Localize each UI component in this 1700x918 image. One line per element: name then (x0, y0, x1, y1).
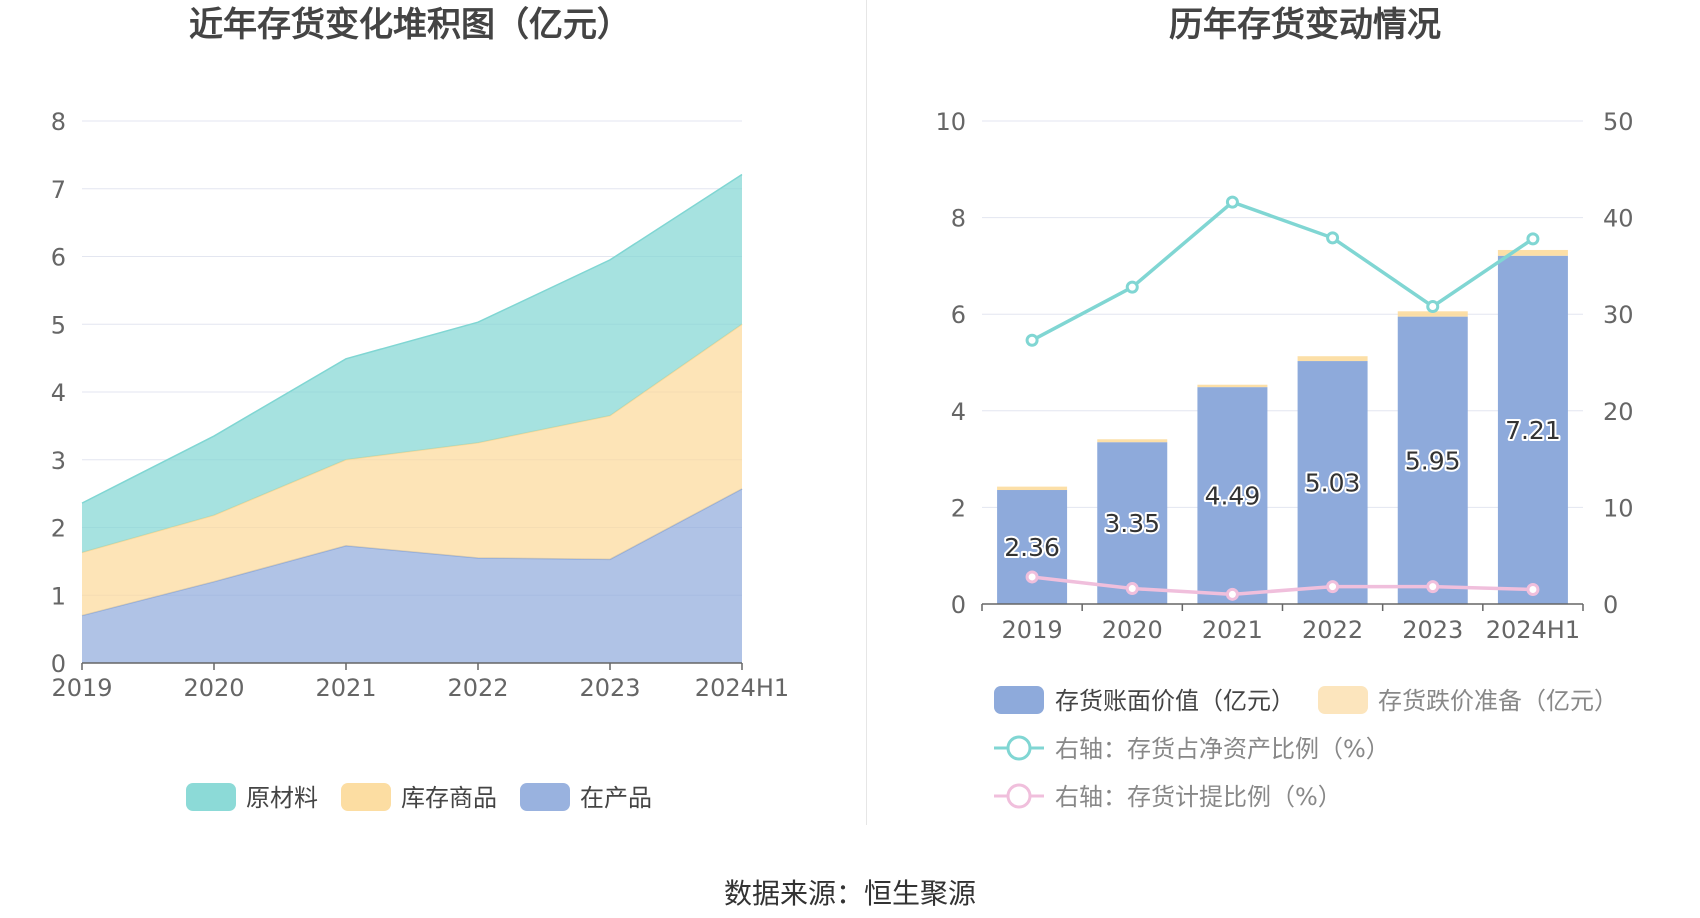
right-legend-label-line-0: 右轴：存货占净资产比例（%） (1055, 735, 1390, 763)
left-x-tick-label: 2024H1 (695, 674, 789, 702)
right-right-y-tick-label: 50 (1603, 108, 1634, 136)
bar-data-label: 3.35 (1104, 509, 1160, 538)
line-point-1 (1125, 582, 1139, 596)
left-y-tick-label: 7 (51, 176, 66, 204)
line-point-0 (1526, 232, 1540, 246)
right-right-y-tick-label: 0 (1603, 591, 1618, 619)
left-y-tick-label: 3 (51, 447, 66, 475)
line-point-1 (1025, 570, 1039, 584)
area-series-1 (82, 324, 742, 616)
left-legend-swatch-0 (186, 783, 236, 811)
bar-book-value (1197, 387, 1268, 604)
right-x-tick-label: 2021 (1202, 616, 1263, 644)
right-legend-label-line-1: 右轴：存货计提比例（%） (1055, 783, 1342, 811)
right-left-y-tick-label: 10 (935, 108, 966, 136)
left-legend-swatch-2 (520, 783, 570, 811)
left-legend-label-1: 库存商品 (401, 784, 497, 812)
bar-book-value (1497, 255, 1568, 604)
bar-impairment (1197, 384, 1268, 388)
right-legend-label-1: 存货跌价准备（亿元） (1378, 687, 1618, 715)
area-series-2 (82, 174, 742, 553)
right-legend-swatch-1 (1318, 686, 1368, 714)
line-point-0 (1225, 195, 1239, 209)
line-point-0 (1326, 231, 1340, 245)
left-y-tick-label: 1 (51, 582, 66, 610)
left-x-tick-label: 2021 (315, 674, 376, 702)
bar-impairment (997, 486, 1068, 491)
left-y-tick-label: 0 (51, 650, 66, 678)
right-legend-marker-1 (1006, 783, 1032, 809)
bar-book-value (997, 490, 1068, 604)
right-legend-swatch-0 (994, 686, 1044, 714)
data-source-note: 数据来源：恒生聚源 (723, 877, 976, 910)
line-point-1 (1225, 587, 1239, 601)
left-x-tick-label: 2023 (579, 674, 640, 702)
right-right-y-tick-label: 30 (1603, 301, 1634, 329)
left-x-tick-label: 2022 (447, 674, 508, 702)
left-y-tick-label: 5 (51, 311, 66, 339)
left-y-tick-label: 6 (51, 244, 66, 272)
left-legend-swatch-1 (341, 783, 391, 811)
line-point-0 (1426, 299, 1440, 313)
right-right-y-tick-label: 10 (1603, 494, 1634, 522)
right-left-y-tick-label: 8 (951, 205, 966, 233)
left-y-tick-label: 8 (51, 108, 66, 136)
line-point-0 (1025, 333, 1039, 347)
line-point-0 (1125, 280, 1139, 294)
right-left-y-tick-label: 2 (951, 494, 966, 522)
bar-book-value (1097, 442, 1168, 604)
bar-data-label: 5.95 (1405, 446, 1461, 475)
line-point-1 (1426, 580, 1440, 594)
bar-impairment (1497, 249, 1568, 256)
right-right-y-tick-label: 20 (1603, 398, 1634, 426)
left-chart-title: 近年存货变化堆积图（亿元） (189, 5, 631, 45)
left-legend-label-0: 原材料 (246, 784, 318, 812)
bar-line-chart: 历年存货变动情况 2.36 3.35 4.49 5.03 5.95 7.21 0 2 4 6 8 1… (935, 5, 1633, 811)
panel-divider (866, 0, 867, 825)
bar-data-label: 5.03 (1305, 469, 1361, 498)
left-x-tick-label: 2019 (51, 674, 112, 702)
line-point-1 (1526, 583, 1540, 597)
right-left-y-tick-label: 4 (951, 398, 966, 426)
left-x-tick-label: 2020 (183, 674, 244, 702)
right-legend-label-0: 存货账面价值（亿元） (1055, 687, 1295, 715)
stacked-area-chart: 近年存货变化堆积图（亿元） 0 1 2 3 4 5 6 7 8 2019 2020 2021 2022 2… (51, 5, 789, 812)
right-x-tick-label: 2020 (1102, 616, 1163, 644)
bar-data-label: 7.21 (1505, 416, 1561, 445)
bar-data-label: 4.49 (1205, 482, 1261, 511)
line-series-0 (1031, 200, 1534, 342)
right-x-tick-label: 2019 (1002, 616, 1063, 644)
right-x-tick-label: 2024H1 (1486, 616, 1580, 644)
left-y-tick-label: 2 (51, 515, 66, 543)
right-left-y-tick-label: 0 (951, 591, 966, 619)
right-legend-marker-0 (1006, 735, 1032, 761)
left-y-tick-label: 4 (51, 379, 66, 407)
bar-impairment (1397, 311, 1468, 317)
right-left-y-tick-label: 6 (951, 301, 966, 329)
bar-impairment (1297, 356, 1368, 362)
area-series-0 (82, 488, 742, 663)
line-series-1 (1031, 575, 1533, 597)
line-point-1 (1326, 580, 1340, 594)
area-series-edge-2 (81, 173, 743, 504)
bar-data-label: 2.36 (1004, 533, 1060, 562)
right-chart-title: 历年存货变动情况 (1169, 5, 1441, 45)
bar-impairment (1097, 439, 1168, 443)
right-x-tick-label: 2023 (1402, 616, 1463, 644)
bar-book-value (1397, 316, 1468, 604)
left-legend-label-2: 在产品 (580, 784, 652, 812)
right-x-tick-label: 2022 (1302, 616, 1363, 644)
bar-book-value (1297, 361, 1368, 604)
right-right-y-tick-label: 40 (1603, 205, 1634, 233)
